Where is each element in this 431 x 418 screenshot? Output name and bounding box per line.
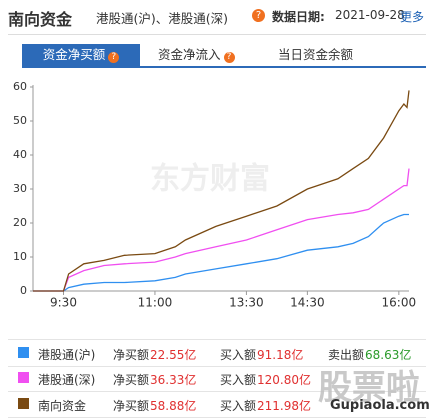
x-tick-label: 11:00 <box>138 296 173 310</box>
overlay-logo: 股票啦 <box>318 368 420 408</box>
legend-swatch <box>18 372 29 383</box>
x-tick-label: 16:00 <box>382 296 417 310</box>
y-tick-label: 40 <box>13 148 27 161</box>
title: 南向资金 <box>8 10 73 29</box>
y-tick-label: 30 <box>13 182 27 195</box>
help-icon[interactable]: ? <box>252 9 265 22</box>
x-tick-label: 9:30 <box>50 296 77 310</box>
tab-label: 资金净买额 <box>42 47 106 62</box>
divider <box>8 34 426 35</box>
subtitle: 港股通(沪)、港股通(深) <box>96 11 229 26</box>
y-tick-label: 60 <box>13 80 27 93</box>
x-tick-label: 14:30 <box>290 296 325 310</box>
tab-active[interactable]: 资金净买额? <box>22 44 140 66</box>
summary-row: 港股通(沪) 净买额 22.55亿 买入额 91.18亿 卖出额 68.63亿 <box>8 339 426 367</box>
series-line <box>33 213 409 292</box>
more-link[interactable]: 更多 <box>400 10 425 24</box>
tab-underline <box>22 66 426 68</box>
legend-label: 港股通(沪) <box>38 348 96 362</box>
series-line <box>33 90 410 292</box>
y-tick-label: 20 <box>13 216 27 229</box>
legend-swatch <box>18 347 29 358</box>
amount: 36.33亿 <box>150 373 197 387</box>
amount: 91.18亿 <box>257 348 304 362</box>
y-tick-label: 50 <box>13 114 27 127</box>
summary-row: 港股通(深) 净买额 36.33亿 买入额 120.80亿 <box>8 365 426 392</box>
column-label: 净买额 <box>113 348 150 362</box>
watermark: 东方财富 <box>150 162 270 197</box>
y-tick-label: 10 <box>13 250 27 263</box>
column-label: 买入额 <box>220 399 257 413</box>
tab[interactable]: 当日资金余额 <box>278 44 353 66</box>
x-tick-label: 13:30 <box>229 296 264 310</box>
series-line <box>33 168 410 292</box>
amount: 68.63亿 <box>365 348 412 362</box>
legend-label: 港股通(深) <box>38 373 96 387</box>
column-label: 买入额 <box>220 348 257 362</box>
amount: 58.88亿 <box>150 399 197 413</box>
date-label: 数据日期: <box>272 10 325 24</box>
chart: 东方财富 0 10 20 30 40 50 60 9:30 11:00 13:30 14:30 16:… <box>13 80 417 310</box>
amount: 120.80亿 <box>257 373 311 387</box>
column-label: 买入额 <box>220 373 257 387</box>
column-label: 卖出额 <box>328 348 365 362</box>
y-tick-label: 0 <box>20 284 27 297</box>
column-label: 净买额 <box>113 373 150 387</box>
amount: 211.98亿 <box>257 399 311 413</box>
legend-label: 南向资金 <box>38 399 87 413</box>
column-label: 净买额 <box>113 399 150 413</box>
overlay-site: Gupiaola.com <box>330 398 430 413</box>
tab[interactable]: 资金净流入? <box>158 44 235 66</box>
amount: 22.55亿 <box>150 348 197 362</box>
date: 2021-09-28 <box>335 8 405 22</box>
tab-label: 资金净流入 <box>158 47 221 62</box>
legend-swatch <box>18 398 29 409</box>
tab-label: 当日资金余额 <box>278 47 354 62</box>
